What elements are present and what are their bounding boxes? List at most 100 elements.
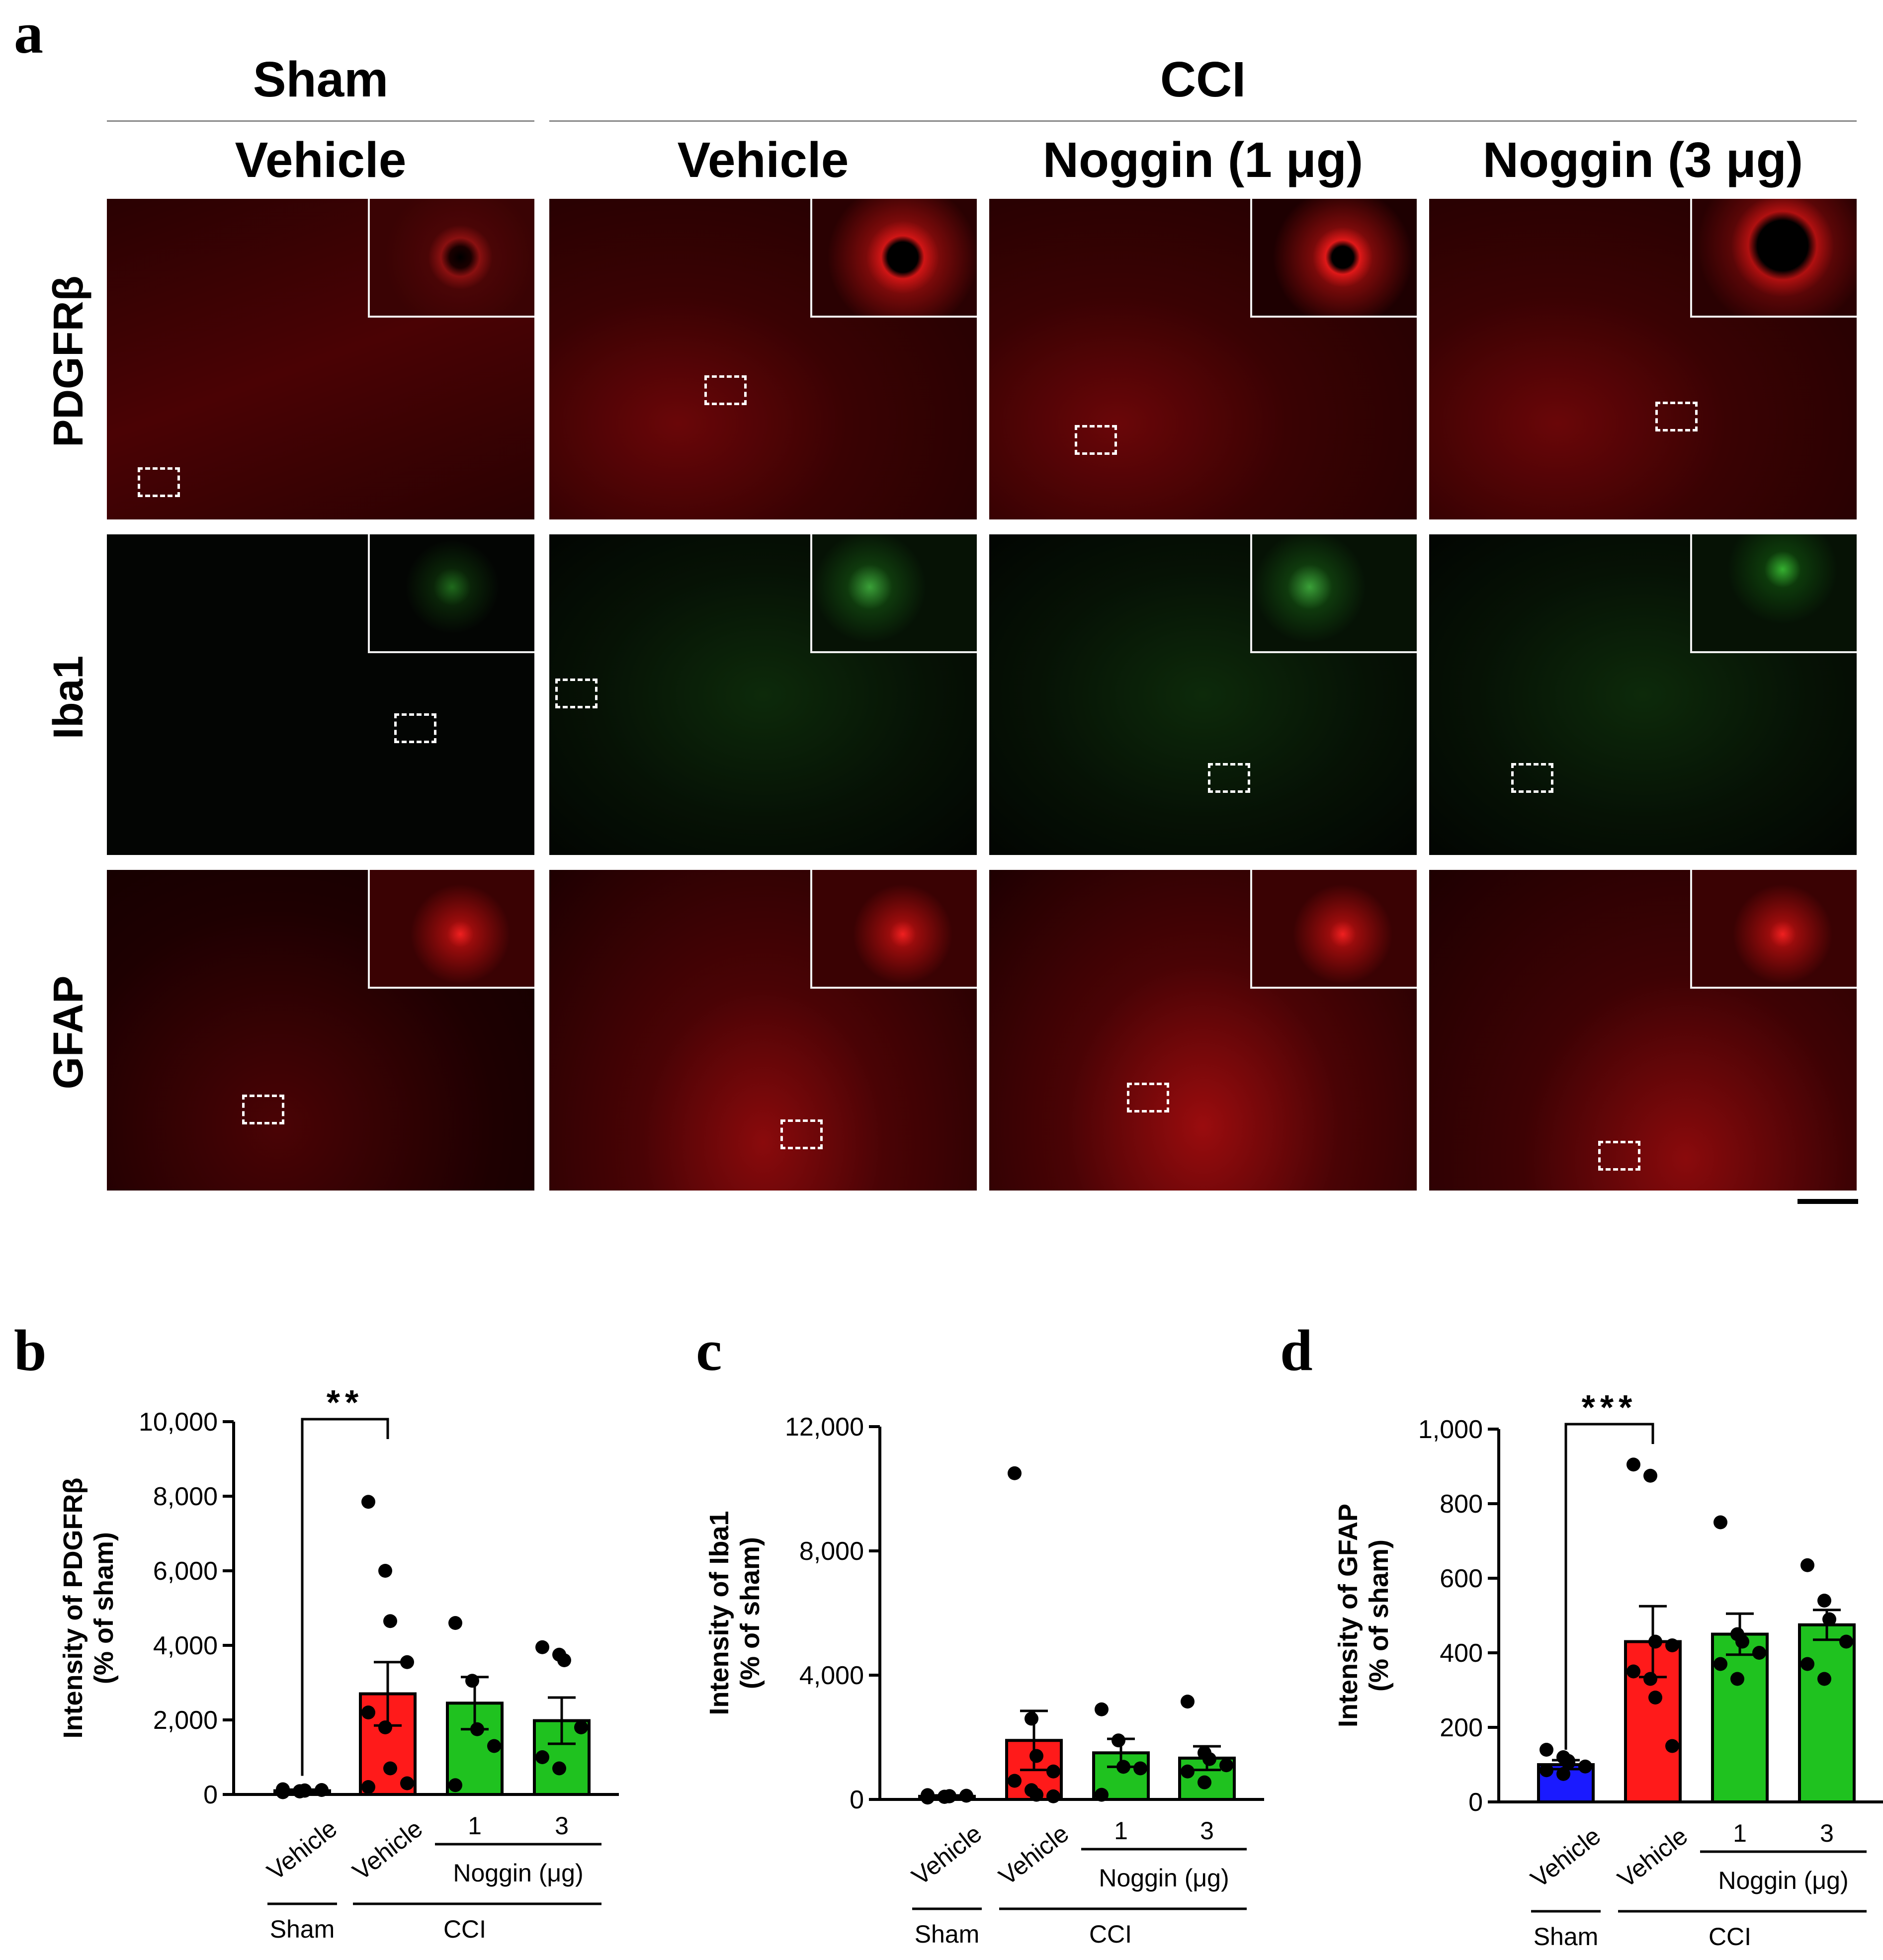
y-axis-label: (% of sham) [1364,1539,1394,1692]
inset-gfap-sham-vehicle [367,870,534,989]
chart-c: 0 4,000 8,000 12,000 Intensity of Iba1 (% of … [704,1413,1264,1948]
data-point [1561,1754,1575,1768]
data-point [487,1739,501,1753]
data-point [1839,1634,1853,1649]
inset-pdgfrb-noggin-1 [1250,199,1417,318]
data-point [383,1761,397,1776]
data-point [1626,1457,1640,1472]
roi-box [138,467,180,497]
group-label-sham: Sham [915,1920,980,1948]
data-point [1029,1749,1043,1763]
data-point [1540,1743,1553,1757]
data-point [1648,1691,1662,1704]
data-point [1817,1672,1831,1686]
data-point [959,1789,973,1803]
data-point [465,1674,479,1688]
data-point [315,1783,329,1797]
x-tick-label: 3 [555,1812,569,1840]
micrograph-pdgfrb-noggin-3 [1429,199,1857,519]
group-title-cci: CCI [1160,52,1246,107]
data-point [557,1653,571,1667]
data-point [361,1705,375,1719]
column-title-noggin-1: Noggin (1 μg) [1042,132,1364,188]
data-point [1112,1733,1125,1748]
roi-box [704,375,747,405]
data-point [1116,1760,1130,1774]
group-label-noggin: Noggin (μg) [1099,1864,1229,1892]
data-point [470,1722,484,1736]
panel-label-a: a [14,0,43,66]
roi-box [780,1119,823,1149]
data-point [378,1564,392,1578]
y-tick-label: 1,000 [1418,1415,1483,1444]
data-point [1181,1695,1195,1709]
significance-label: ** [327,1383,363,1422]
data-point [1578,1759,1592,1774]
roi-box [1075,425,1117,455]
roi-box [1655,402,1698,431]
data-point [400,1655,414,1669]
x-tick-label: Vehicle [1526,1822,1606,1893]
group-label-noggin: Noggin (μg) [1718,1867,1848,1894]
x-tick-label: 1 [1114,1817,1128,1845]
data-point [1626,1664,1640,1679]
micrograph-pdgfrb-cci-vehicle [549,199,977,519]
panel-label-b: b [14,1318,47,1383]
data-point [1730,1672,1744,1686]
y-tick-label: 0 [203,1781,218,1809]
data-point [535,1750,549,1764]
chart-d: 0 200 400 600 800 1,000 Intensity of GFAP (% of… [1333,1388,1883,1951]
panel-label-d: d [1280,1318,1313,1383]
y-tick-label: 4,000 [799,1661,864,1690]
row-label-gfap: GFAP [45,975,91,1090]
data-point [1643,1468,1657,1483]
data-point [1540,1763,1553,1778]
y-tick-label: 4,000 [153,1631,218,1660]
group-label-sham: Sham [1534,1923,1599,1951]
data-point [921,1788,935,1802]
inset-pdgfrb-cci-vehicle [810,199,977,318]
micrograph-gfap-noggin-1 [989,870,1417,1191]
micrograph-gfap-noggin-3 [1429,870,1857,1191]
data-point [1556,1767,1570,1781]
inset-pdgfrb-sham-vehicle [367,199,534,318]
data-point [1095,1788,1109,1802]
roi-box [1511,763,1553,793]
column-title-noggin-3: Noggin (3 μg) [1482,132,1803,188]
row-label-iba1: Iba1 [45,655,91,740]
data-point [1219,1758,1233,1773]
significance-label: *** [1582,1388,1637,1427]
micrograph-iba1-cci-vehicle [549,534,977,855]
y-axis-label: (% of sham) [89,1532,119,1684]
data-point [1046,1764,1060,1779]
data-point [1800,1657,1814,1671]
y-tick-label: 6,000 [153,1557,218,1586]
x-tick-label: Vehicle [262,1814,342,1885]
data-point [1713,1657,1727,1671]
data-point [1817,1594,1831,1608]
micrograph-iba1-noggin-3 [1429,534,1857,855]
roi-box [394,713,436,743]
roi-box [1598,1141,1640,1171]
data-point [378,1720,392,1734]
significance-bracket [301,1418,389,1776]
y-tick-label: 600 [1440,1564,1483,1593]
inset-iba1-sham-vehicle [367,534,534,653]
data-point [1029,1788,1043,1802]
data-point [1665,1638,1679,1652]
sham-underline [107,120,534,122]
data-point [1713,1515,1727,1530]
inset-iba1-noggin-3 [1690,534,1857,653]
data-point [1198,1775,1211,1790]
data-point [1752,1646,1766,1660]
data-point [1735,1634,1749,1649]
row-label-pdgfrb: PDGFRβ [45,275,91,447]
data-point [1133,1761,1147,1776]
data-point [942,1789,956,1803]
inset-gfap-noggin-1 [1250,870,1417,989]
data-point [1643,1672,1657,1686]
inset-iba1-noggin-1 [1250,534,1417,653]
group-label-noggin: Noggin (μg) [453,1859,583,1887]
data-point [1008,1774,1022,1788]
group-label-cci: CCI [443,1915,486,1943]
